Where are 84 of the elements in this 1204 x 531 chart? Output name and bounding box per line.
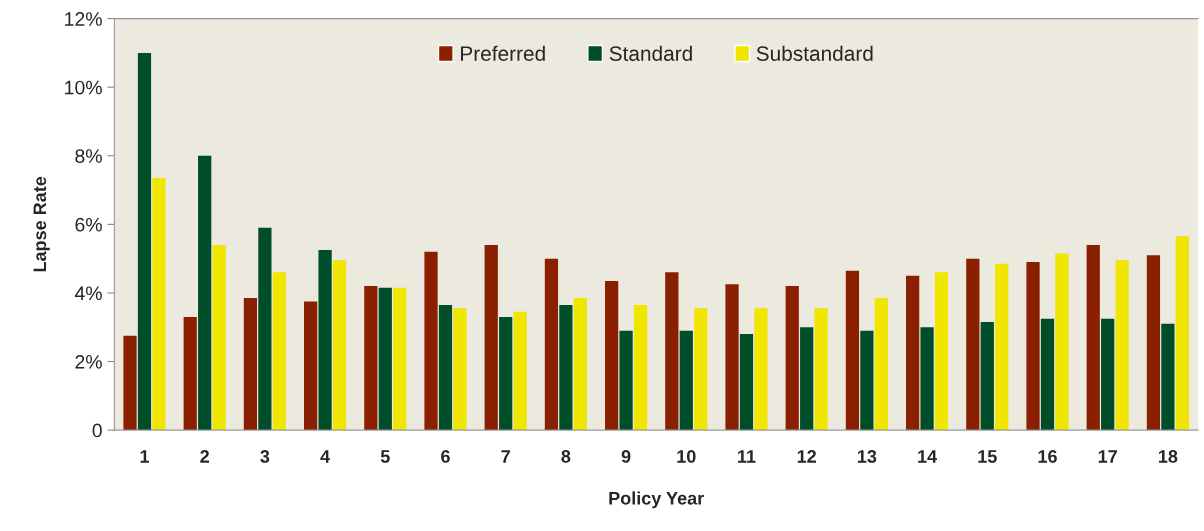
bar [679,330,693,431]
x-tick-label: 17 [1098,450,1117,463]
bar [573,298,587,431]
bar [1040,318,1055,431]
bar [920,327,934,431]
x-tick-label: 5 [380,450,390,463]
bar [934,272,949,431]
bar [860,330,874,431]
bar [1146,255,1161,431]
bar [906,275,920,431]
bar [1086,244,1100,431]
bar [378,287,392,431]
legend-label: Preferred [461,45,545,61]
bar [995,263,1009,431]
x-tick-label: 6 [441,450,450,463]
legend-label: Standard [609,45,692,61]
bar [152,178,166,431]
bar [243,298,258,431]
x-tick-label: 13 [857,450,877,463]
x-tick-label: 10 [677,450,696,463]
bar [424,251,438,431]
bar [1101,318,1115,431]
bar [605,280,619,431]
y-tick-label: 10% [65,80,102,95]
x-tick-label: 2 [200,450,209,463]
bar [559,304,573,431]
y-axis-title: Lapse Rate [33,176,50,272]
bar [1161,323,1175,431]
x-tick-label: 18 [1158,450,1178,463]
bar [212,244,226,431]
bar [966,258,980,431]
bar [123,335,137,431]
y-tick-label: 0 [92,423,102,438]
bar [874,298,888,431]
bar [332,260,347,431]
bar [484,244,498,431]
x-tick-label: 14 [918,450,938,463]
bar [1026,262,1040,431]
legend-label: Substandard [756,45,873,61]
x-tick-label: 9 [621,450,631,463]
bar [183,316,197,431]
bar [725,284,739,431]
x-tick-label: 1 [140,450,149,463]
bar [619,330,633,431]
bar [1175,236,1189,431]
bar [739,334,754,431]
x-tick-label: 3 [260,450,270,463]
bar [304,301,318,431]
x-tick-label: 8 [561,450,571,463]
bar [845,270,860,431]
bar [633,304,648,431]
bar [364,286,378,431]
y-tick-label: 12% [65,12,102,26]
bar [694,308,708,431]
bar [800,327,814,431]
bar [785,286,799,431]
bar [814,308,828,431]
bar [438,304,453,431]
x-tick-label: 12 [797,450,816,463]
bar [499,316,513,431]
x-tick-label: 4 [320,450,330,463]
bar [1115,260,1129,431]
bar [198,155,212,431]
bar [137,52,152,431]
bar [513,311,527,431]
y-tick-label: 6% [75,217,102,232]
bar [453,308,467,431]
x-tick-label: 7 [501,450,510,463]
x-tick-label: 11 [738,450,756,463]
bar [544,258,559,431]
bar [1055,253,1069,431]
bar [754,308,768,431]
y-tick-label: 8% [75,149,102,163]
x-tick-label: 16 [1038,450,1057,463]
y-tick-label: 4% [74,286,102,301]
bar [318,250,332,431]
bar [258,227,272,431]
y-tick-label: 2% [75,354,102,369]
bar [980,322,994,431]
bar [272,272,286,431]
bar [665,272,679,431]
x-tick-label: 15 [978,450,997,463]
x-axis-title: Policy Year [609,491,704,509]
bar [393,287,407,431]
